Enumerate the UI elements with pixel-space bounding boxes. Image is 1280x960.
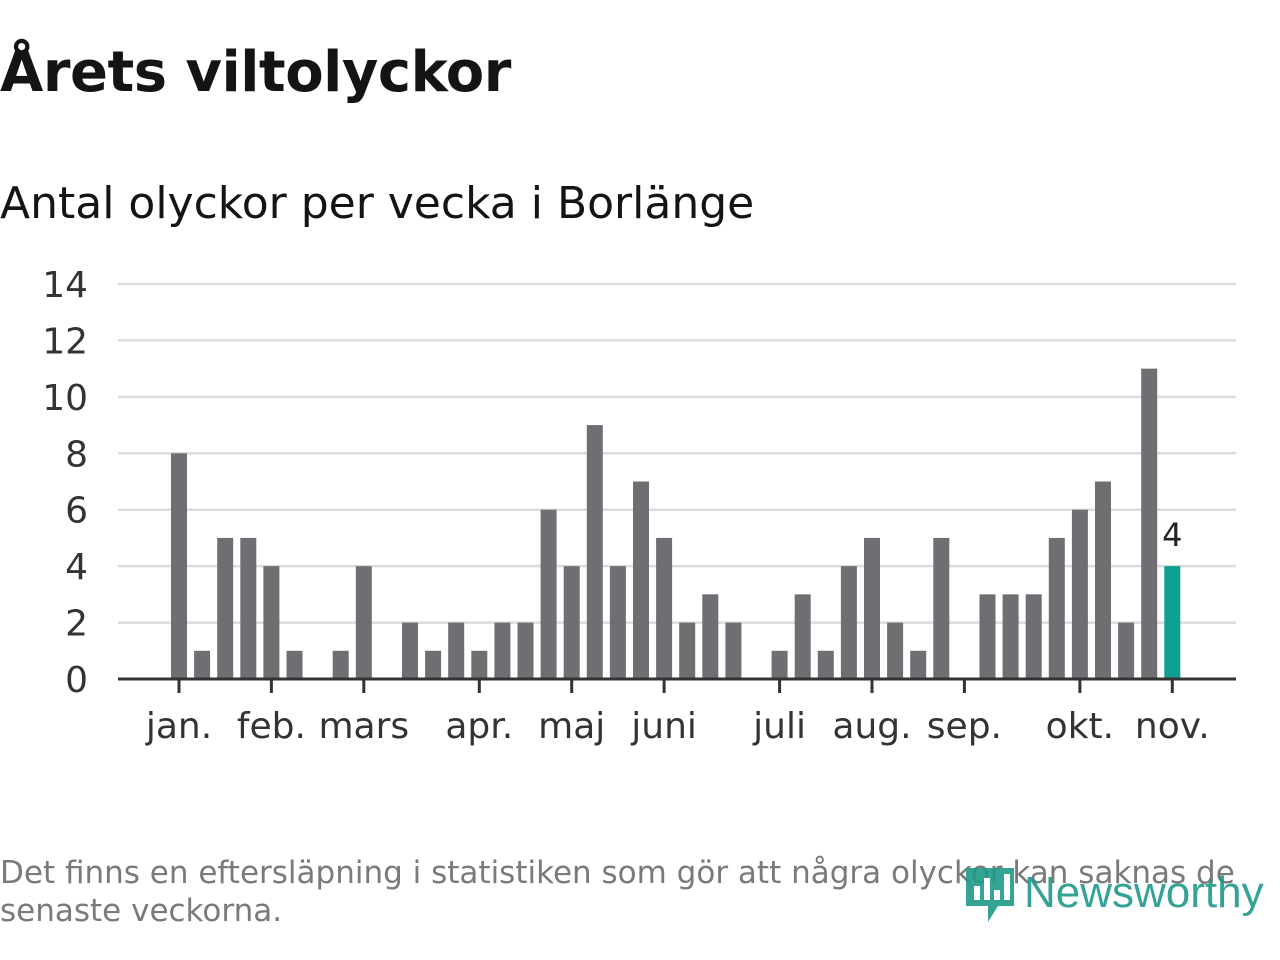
- x-tick-label: apr.: [445, 706, 513, 747]
- bar: [679, 622, 696, 679]
- x-tick-label: nov.: [1135, 706, 1210, 747]
- newsworthy-logo: Newsworthy: [962, 858, 1280, 928]
- bar: [402, 622, 418, 679]
- x-axis: [118, 677, 1236, 693]
- x-tick-label: aug.: [832, 706, 911, 747]
- bar: [171, 453, 187, 679]
- bar: [1071, 509, 1088, 679]
- bar: [540, 509, 557, 679]
- bar: [517, 622, 534, 679]
- bar: [332, 650, 349, 679]
- newsworthy-logo-icon: [966, 868, 1014, 922]
- bar: [609, 566, 626, 679]
- bar: [494, 622, 511, 679]
- bars: [171, 368, 1181, 679]
- bar-chart: 0 2 4 6 8 10 12 14 jan. feb. mars apr. maj juni juli a…: [42, 265, 1236, 747]
- x-tick-label: sep.: [927, 706, 1002, 747]
- y-tick-label: 4: [65, 547, 88, 588]
- y-axis-ticks: 0 2 4 6 8 10 12 14: [42, 265, 88, 701]
- footnote: Det finns en eftersläpning i statistiken…: [0, 855, 1235, 929]
- bar: [702, 594, 719, 679]
- bar: [933, 537, 950, 679]
- bar: [586, 425, 603, 679]
- y-tick-label: 6: [65, 491, 88, 532]
- bar: [794, 594, 811, 679]
- bar: [656, 537, 673, 679]
- x-tick-label: feb.: [237, 706, 306, 747]
- x-axis-labels: jan. feb. mars apr. maj juni juli aug. sep. okt. n…: [145, 706, 1210, 747]
- bar: [448, 622, 465, 679]
- bar: [471, 650, 488, 679]
- x-tick-label: juli: [752, 706, 806, 747]
- x-tick-label: maj: [538, 706, 605, 747]
- x-tick-label: mars: [318, 706, 409, 747]
- bar: [1048, 537, 1065, 679]
- x-tick-label: okt.: [1046, 706, 1114, 747]
- x-tick-label: jan.: [145, 706, 212, 747]
- bar: [817, 650, 834, 679]
- bar: [771, 650, 788, 679]
- x-tick-label: juni: [630, 706, 697, 747]
- annotations: 4: [1162, 516, 1182, 554]
- bar: [864, 537, 880, 679]
- gridlines: [118, 282, 1236, 624]
- bar: [263, 566, 280, 679]
- bar: [725, 622, 742, 679]
- bar: [633, 481, 649, 679]
- chart-title: Årets viltolyckor: [0, 40, 511, 105]
- bar: [1002, 594, 1019, 679]
- bar: [286, 650, 303, 679]
- bar: [910, 650, 927, 679]
- newsworthy-logo-text: Newsworthy: [1024, 868, 1264, 917]
- bar: [840, 566, 857, 679]
- bar: [563, 566, 580, 679]
- bar: [1141, 368, 1158, 679]
- bar: [217, 537, 234, 679]
- bar: [1118, 622, 1135, 679]
- y-tick-label: 2: [65, 604, 88, 645]
- chart-subtitle: Antal olyckor per vecka i Borlänge: [0, 178, 755, 229]
- y-tick-label: 8: [65, 434, 88, 475]
- y-tick-label: 14: [42, 265, 88, 306]
- bar: [425, 650, 442, 679]
- bar: [979, 594, 996, 679]
- y-tick-label: 0: [65, 660, 88, 701]
- y-tick-label: 12: [42, 321, 88, 362]
- bar-highlight: [1164, 566, 1181, 679]
- y-tick-label: 10: [42, 378, 88, 419]
- bar: [1095, 481, 1111, 679]
- bar: [355, 566, 372, 679]
- bar: [1025, 594, 1042, 679]
- bar: [887, 622, 904, 679]
- data-label-highlight: 4: [1162, 516, 1182, 554]
- bar: [194, 650, 211, 679]
- bar: [240, 537, 257, 679]
